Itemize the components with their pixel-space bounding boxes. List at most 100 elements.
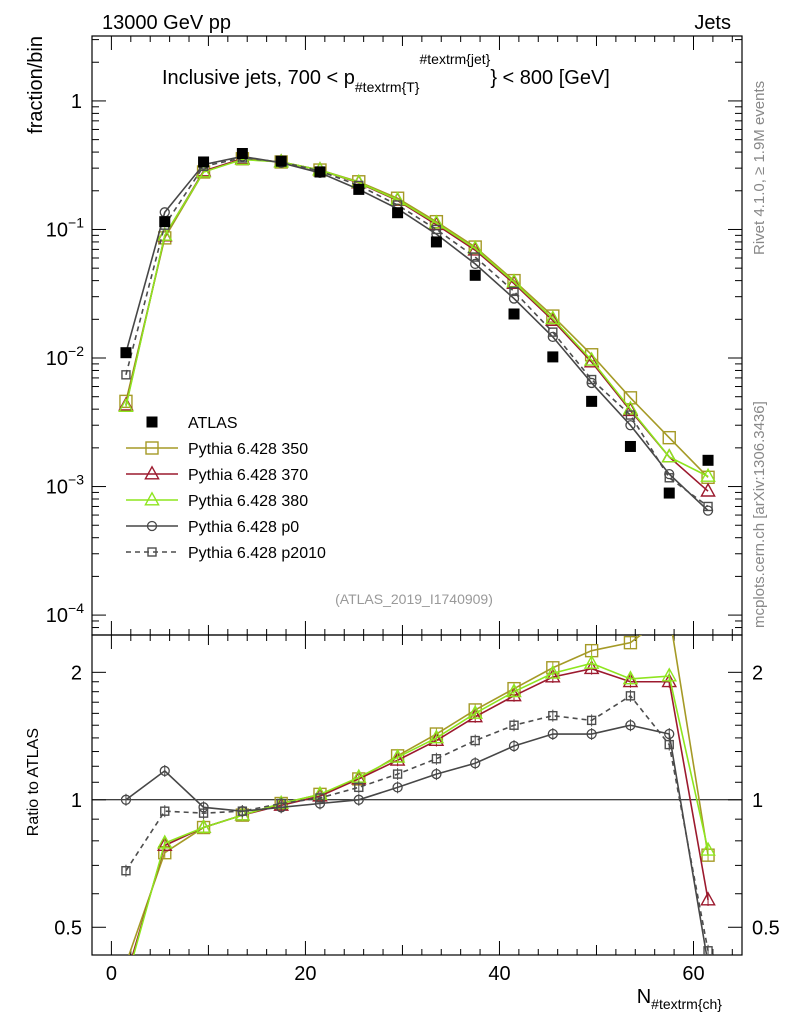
data-point	[353, 183, 365, 195]
series-point-4	[431, 224, 442, 235]
series-point-2	[661, 448, 678, 463]
ratio-line-4	[125, 694, 709, 951]
x-tick-label: 20	[294, 963, 316, 985]
ratio-point-2	[700, 841, 716, 856]
analysis-watermark: (ATLAS_2019_I1740909)	[335, 591, 493, 607]
legend-marker-3	[146, 520, 158, 532]
ratio-point-3	[120, 794, 132, 805]
lower-frame	[91, 634, 743, 956]
ratio-point-4	[509, 720, 519, 730]
series-point-2	[545, 310, 561, 325]
legend-marker-4	[147, 547, 157, 557]
x-axis-label: N#textrm{ch}	[637, 986, 723, 1012]
series-point-3	[470, 258, 481, 270]
series-point-2	[700, 467, 716, 482]
series-point-4	[664, 473, 674, 483]
ratio-point-2	[195, 818, 212, 834]
data-point	[236, 147, 248, 159]
series-point-1	[700, 482, 716, 497]
process-label: Jets	[694, 12, 731, 34]
ratio-point-1	[119, 971, 132, 983]
ratio-point-4	[703, 946, 713, 955]
upper-series-group	[118, 147, 716, 516]
legend-marker-data	[146, 416, 158, 428]
ratio-point-3	[159, 765, 170, 777]
x-tick-label: 0	[106, 963, 117, 985]
ratio-point-2	[428, 729, 445, 744]
lower-y-tick-label-right: 1	[752, 790, 763, 812]
series-point-3	[625, 420, 636, 431]
collision-label: 13000 GeV pp	[102, 12, 231, 34]
series-line-3	[125, 155, 709, 512]
ratio-point-3	[470, 758, 481, 769]
ratio-line-0	[128, 635, 709, 955]
ratio-point-2	[545, 664, 561, 679]
ratio-point-2	[622, 670, 639, 685]
ratio-point-3	[704, 959, 713, 968]
ratio-point-4	[354, 782, 364, 793]
lower-y-tick-label: 1	[71, 790, 82, 812]
series-point-4	[121, 370, 131, 380]
ratio-point-2	[156, 834, 173, 849]
ratio-point-1	[156, 836, 173, 851]
series-point-1	[467, 241, 483, 256]
ratio-point-3	[664, 728, 675, 740]
data-point	[624, 440, 636, 452]
ratio-point-4	[198, 808, 209, 818]
data-point	[702, 454, 714, 466]
legend-marker-1	[144, 465, 160, 480]
ratio-point-0	[120, 958, 132, 970]
upper-y-tick-label: 10−1	[46, 214, 84, 241]
upper-y-tick-label: 10−3	[46, 472, 84, 499]
legend-label-2: Pythia 6.428 380	[188, 493, 308, 510]
series-point-4	[548, 327, 558, 337]
ratio-line-3	[125, 724, 708, 955]
series-point-2	[428, 214, 445, 229]
ratio-plot-area	[92, 635, 742, 987]
series-point-2	[622, 400, 639, 415]
legend-marker-2	[144, 491, 160, 506]
lower-y-tick-label: 2	[71, 662, 82, 684]
ratio-point-3	[586, 728, 597, 740]
data-point	[586, 395, 598, 407]
ratio-point-2	[583, 654, 600, 669]
lower-y-tick-label-right: 2	[752, 662, 763, 684]
ratio-point-1	[545, 668, 561, 683]
upper-y-tick-label: 1	[71, 91, 82, 113]
data-point	[430, 236, 442, 248]
x-tick-label: 60	[682, 963, 704, 985]
upper-y-tick-label: 10−4	[46, 600, 84, 627]
series-point-4	[625, 410, 636, 420]
ratio-point-3	[353, 794, 364, 805]
ratio-point-4	[470, 735, 480, 746]
x-tick-label: 40	[488, 963, 510, 985]
rivet-version-label: Rivet 4.1.0, ≥ 1.9M events	[751, 81, 768, 255]
series-point-3	[508, 293, 520, 304]
ratio-point-3	[508, 740, 520, 752]
ratio-point-2	[119, 975, 132, 987]
data-point	[663, 487, 675, 499]
series-point-4	[509, 286, 519, 297]
series-point-1	[583, 353, 600, 368]
lower-ylabel: Ratio to ATLAS	[25, 728, 42, 836]
legend-label-1: Pythia 6.428 370	[188, 467, 308, 484]
ratio-point-2	[389, 748, 406, 763]
ratio-point-4	[160, 806, 170, 816]
ratio-line-1	[131, 667, 709, 955]
ratio-line-2	[132, 662, 709, 955]
series-point-1	[545, 311, 561, 326]
data-point	[469, 269, 481, 281]
ratio-point-1	[700, 891, 716, 906]
lower-y-tick-label-right: 0.5	[752, 917, 780, 939]
legend-label-3: Pythia 6.428 p0	[188, 519, 299, 536]
data-point	[275, 155, 287, 167]
series-point-0	[662, 430, 676, 445]
plot-title: Inclusive jets, 700 < p#textrm{T}#textrm…	[162, 51, 610, 95]
upper-ylabel: fraction/bin	[25, 36, 47, 134]
ratio-point-2	[661, 667, 678, 682]
ratio-point-0	[623, 635, 638, 650]
ratio-point-4	[237, 806, 248, 816]
legend-marker-0	[145, 441, 159, 455]
upper-plot-area	[118, 147, 716, 516]
ratio-point-4	[276, 798, 286, 809]
